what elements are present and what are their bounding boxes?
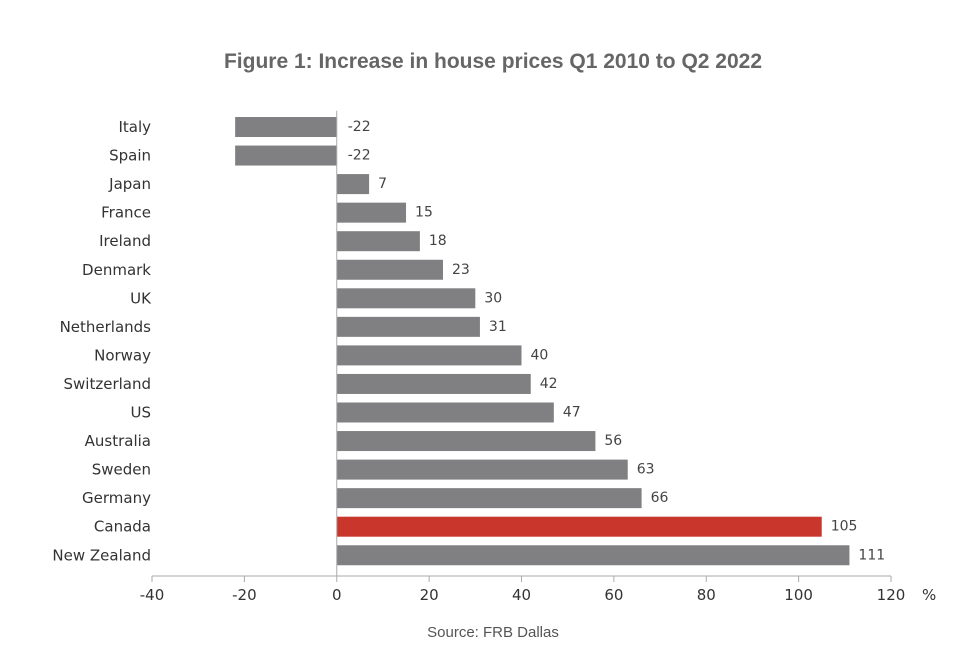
bar-japan <box>336 174 370 195</box>
bar-italy <box>235 117 337 137</box>
category-label-us: US <box>130 404 151 422</box>
category-label-denmark: Denmark <box>82 261 151 279</box>
category-label-norway: Norway <box>94 346 151 364</box>
chart-title: Figure 1: Increase in house prices Q1 20… <box>223 50 763 73</box>
bar-spain <box>235 145 337 166</box>
value-label-france: 15 <box>415 205 433 221</box>
x-tick-label: -20 <box>232 586 257 604</box>
chart-source: Source: FRB Dallas <box>427 624 559 641</box>
x-tick-label: 20 <box>420 586 439 604</box>
bar-uk <box>336 288 476 309</box>
x-tick-label: 100 <box>784 586 813 604</box>
labels-layer: Italy -22 Spain -22 Japan 7 France 15 Ireland 18 D… <box>52 118 885 564</box>
category-label-netherlands: Netherlands <box>60 318 152 336</box>
x-tick-label: 80 <box>697 586 716 604</box>
category-label-japan: Japan <box>108 175 151 193</box>
bar-us <box>336 402 554 423</box>
value-label-spain: -22 <box>348 148 371 164</box>
x-tick-label: 40 <box>512 586 531 604</box>
category-label-switzerland: Switzerland <box>64 375 152 393</box>
bar-norway <box>336 345 522 366</box>
category-label-italy: Italy <box>118 118 151 136</box>
x-tick-label: 0 <box>332 586 342 604</box>
x-axis: -40 -20 0 20 40 60 80 100 120% <box>140 110 936 604</box>
value-label-sweden: 63 <box>637 462 655 478</box>
x-unit-label: % <box>922 586 936 604</box>
x-tick-label: 60 <box>604 586 623 604</box>
bar-switzerland <box>336 373 531 394</box>
category-label-france: France <box>101 204 151 222</box>
value-label-us: 47 <box>563 405 581 421</box>
value-label-denmark: 23 <box>452 262 470 278</box>
bar-sweden <box>336 459 628 480</box>
bar-new-zealand <box>336 545 850 566</box>
category-label-spain: Spain <box>109 147 151 165</box>
bar-denmark <box>336 259 443 280</box>
value-label-ireland: 18 <box>429 233 447 249</box>
value-label-canada: 105 <box>831 519 858 535</box>
bar-france <box>336 202 407 223</box>
value-label-netherlands: 31 <box>489 319 507 335</box>
bar-canada <box>336 516 822 537</box>
value-label-japan: 7 <box>378 176 387 192</box>
x-tick-label: -40 <box>140 586 165 604</box>
bar-germany <box>336 488 642 509</box>
category-label-ireland: Ireland <box>99 232 151 250</box>
value-label-norway: 40 <box>531 347 549 363</box>
category-label-uk: UK <box>130 289 152 307</box>
bar-netherlands <box>336 316 480 337</box>
value-label-germany: 66 <box>651 490 669 506</box>
value-label-uk: 30 <box>484 290 502 306</box>
value-label-italy: -22 <box>348 119 371 135</box>
bars-layer <box>235 117 850 566</box>
category-label-australia: Australia <box>85 432 151 450</box>
value-label-switzerland: 42 <box>540 376 558 392</box>
bar-australia <box>336 431 596 452</box>
value-label-australia: 56 <box>604 433 622 449</box>
category-label-canada: Canada <box>94 518 151 536</box>
value-label-new-zealand: 111 <box>858 547 885 563</box>
category-label-germany: Germany <box>82 489 151 507</box>
category-label-sweden: Sweden <box>92 461 151 479</box>
x-tick-label: 120 <box>877 586 906 604</box>
category-label-new-zealand: New Zealand <box>52 546 151 564</box>
bar-ireland <box>336 231 420 252</box>
